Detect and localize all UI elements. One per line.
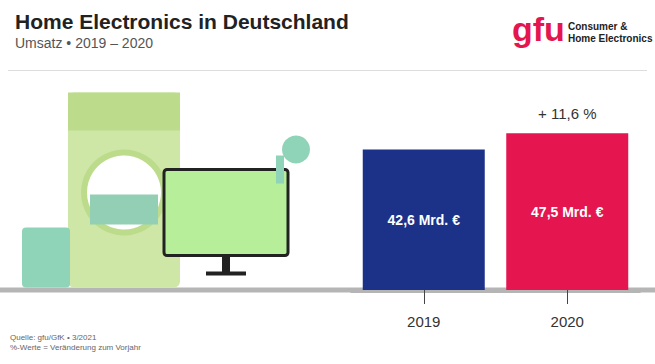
svg-text:%-Werte = Veränderung zum Vorj: %-Werte = Veränderung zum Vorjahr [10,343,141,352]
svg-text:Home Electronics: Home Electronics [568,33,653,44]
svg-text:Umsatz • 2019 – 2020: Umsatz • 2019 – 2020 [15,35,153,51]
svg-text:+ 11,6 %: + 11,6 % [538,105,597,122]
svg-text:2019: 2019 [407,313,440,330]
svg-text:2020: 2020 [551,313,584,330]
svg-text:42,6 Mrd. €: 42,6 Mrd. € [388,212,461,228]
svg-text:Quelle: gfu/GfK • 3/2021: Quelle: gfu/GfK • 3/2021 [10,333,97,342]
svg-text:gfu: gfu [512,10,565,48]
svg-text:Consumer &: Consumer & [568,21,627,32]
svg-text:Home Electronics in Deutschlan: Home Electronics in Deutschland [15,10,349,33]
svg-text:47,5 Mrd. €: 47,5 Mrd. € [531,204,604,220]
